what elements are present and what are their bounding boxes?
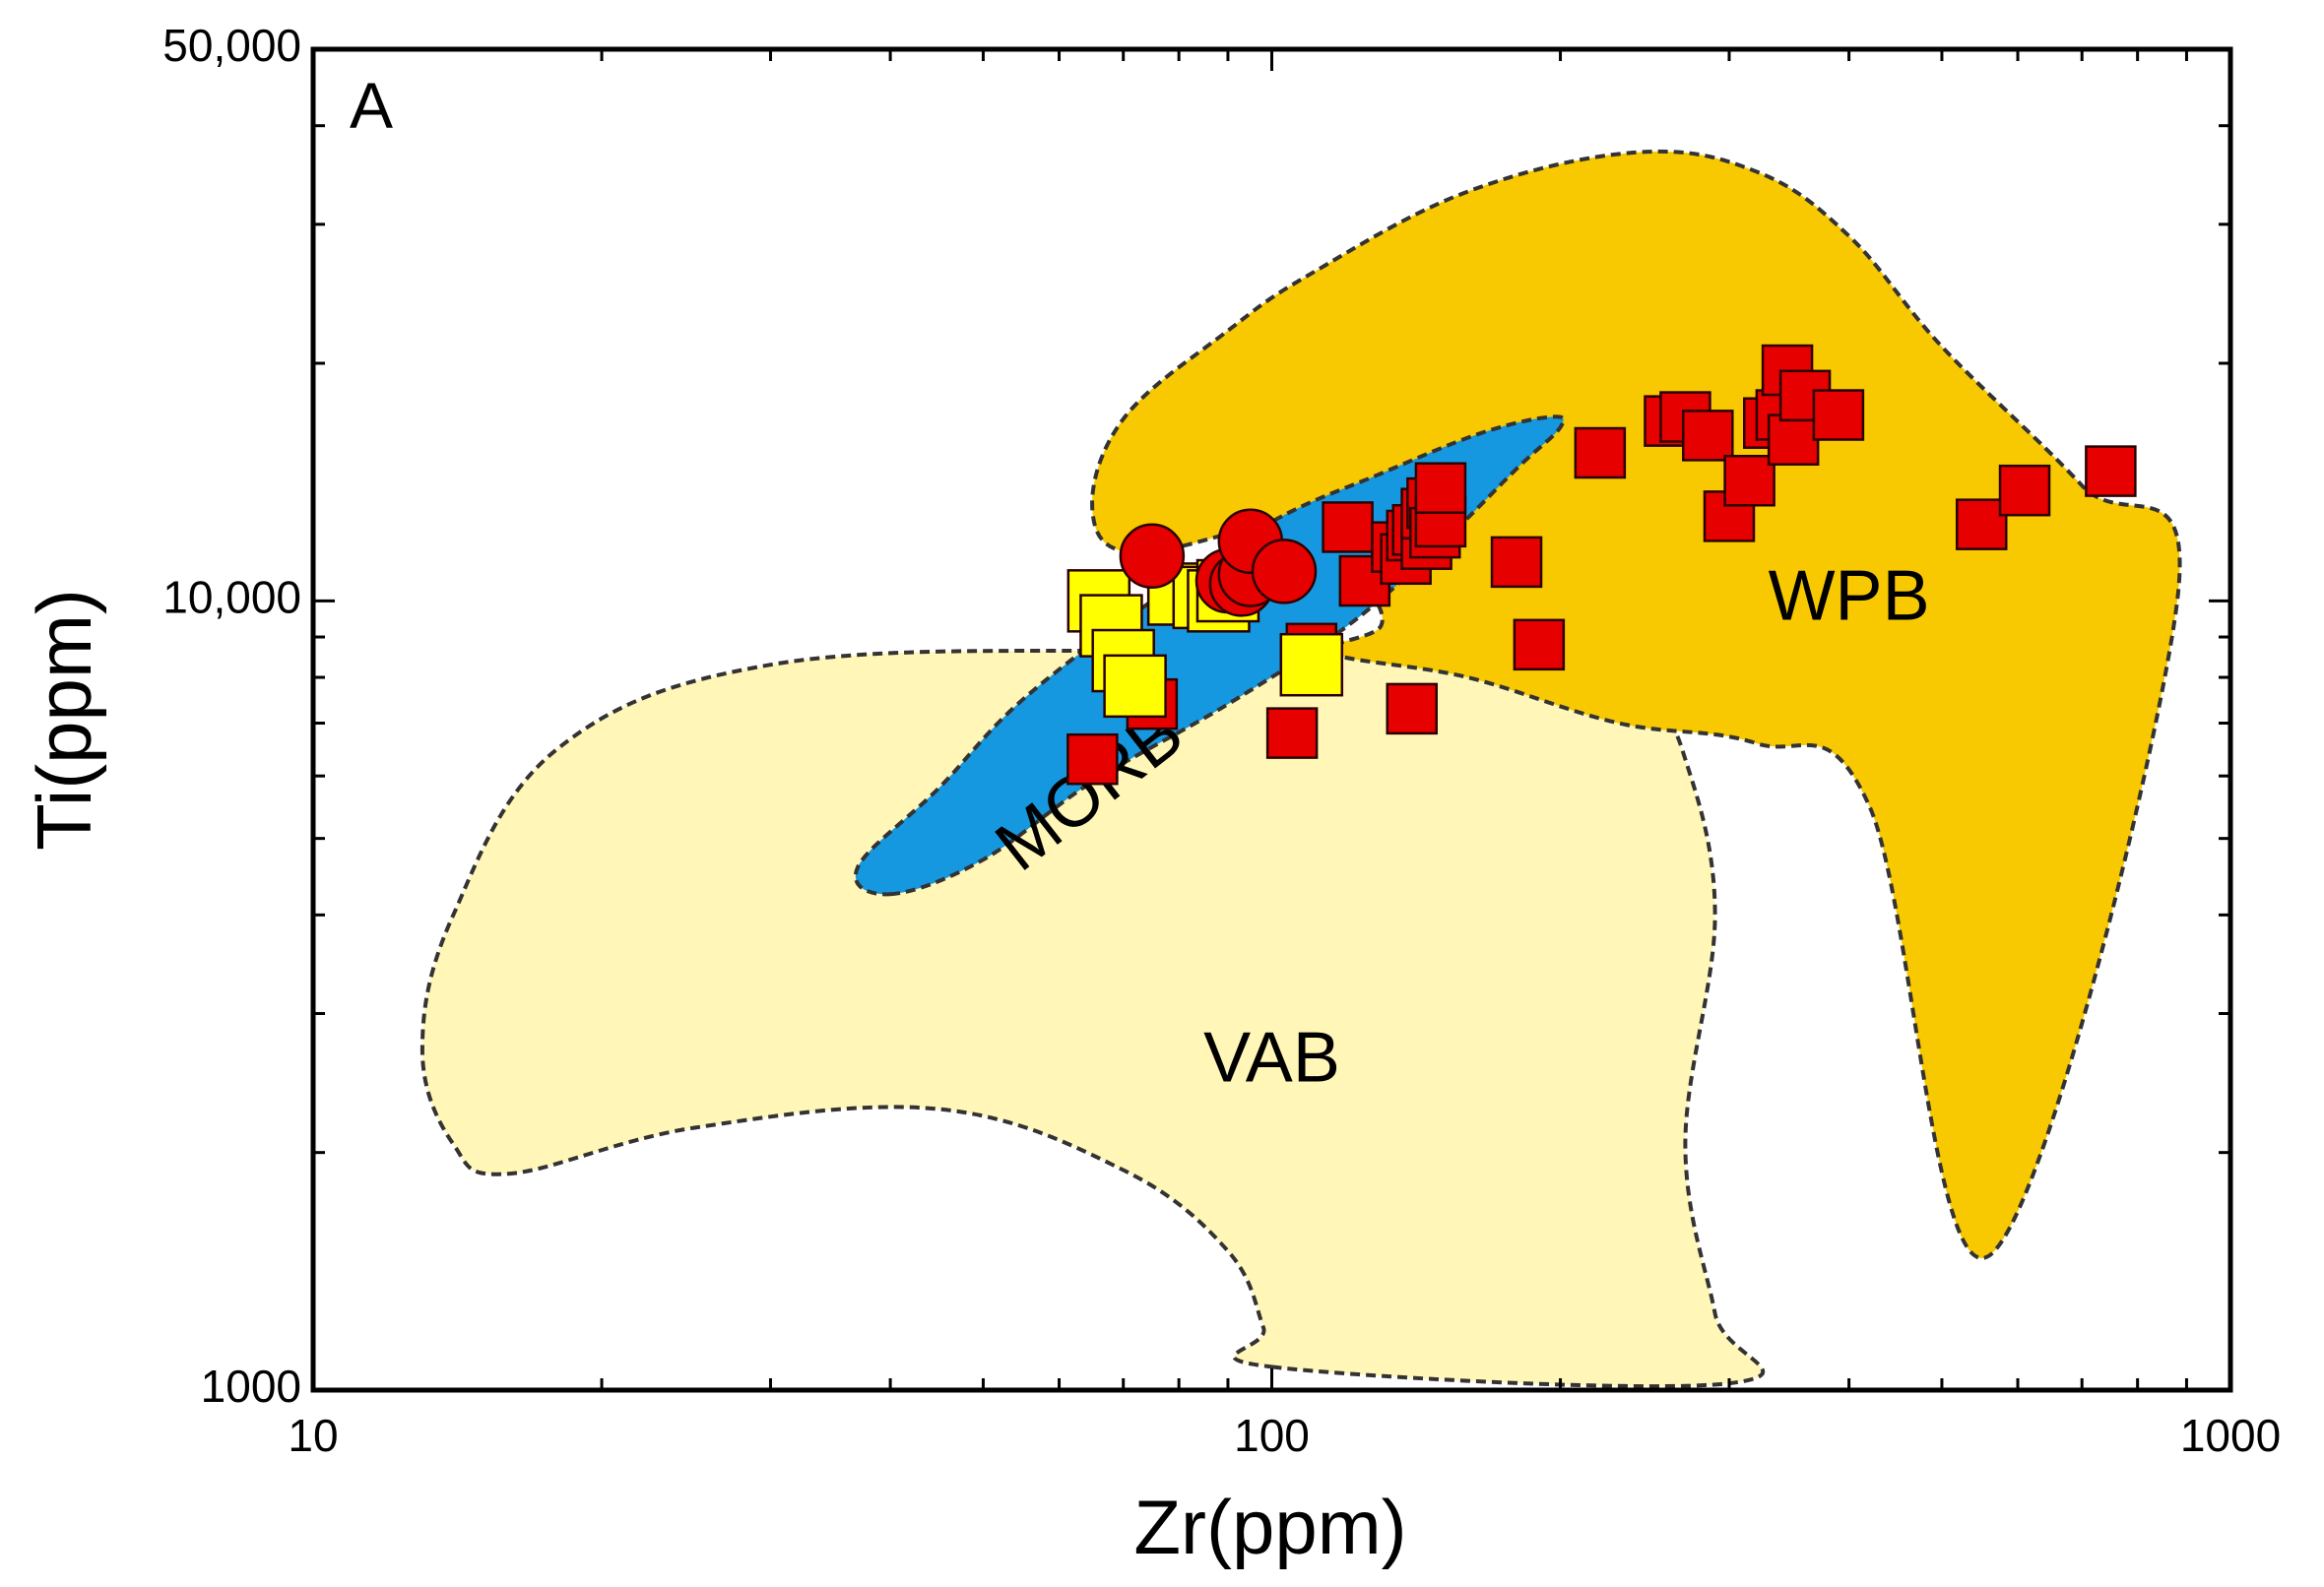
red-square-point <box>1386 682 1439 735</box>
y-tick-label: 50,000 <box>162 20 301 71</box>
red-square-point <box>1322 501 1374 553</box>
red-square-point <box>1682 410 1734 462</box>
x-tick-label: 10 <box>288 1410 338 1461</box>
x-tick-label: 1000 <box>2180 1410 2281 1461</box>
data-points <box>1066 344 2137 786</box>
red-square-point <box>1723 455 1775 507</box>
x-axis-label: Zr(ppm) <box>1133 1484 1406 1570</box>
red-square-point <box>1767 413 1820 466</box>
y-tick-label: 10,000 <box>162 571 301 622</box>
field-vab <box>420 648 1766 1389</box>
red-square-point <box>1265 707 1319 759</box>
panel-label: A <box>350 69 393 142</box>
field-label-wpb: WPB <box>1769 556 1930 635</box>
red-square-point <box>1066 732 1119 786</box>
red-square-point <box>1490 536 1543 589</box>
ticks <box>311 47 2230 1392</box>
red-circle-point <box>1251 539 1318 604</box>
red-square-point <box>1414 462 1467 514</box>
y-tick-label: 1000 <box>201 1361 301 1412</box>
red-square-point <box>1998 464 2051 517</box>
y-axis-label: Ti(ppm) <box>21 589 107 851</box>
red-circle-point <box>1119 523 1186 589</box>
yellow-square-point <box>1279 632 1344 697</box>
red-square-point <box>1812 389 1865 441</box>
red-square-point <box>1513 618 1566 671</box>
field-regions <box>420 149 2182 1389</box>
yellow-square-point <box>1103 654 1167 719</box>
x-tick-label: 100 <box>1234 1410 1310 1461</box>
red-square-point <box>2085 445 2137 497</box>
tick-labels: 10 100 1000 1000 10,000 50,000 <box>162 20 2281 1461</box>
red-square-point <box>1574 426 1627 479</box>
field-label-vab: VAB <box>1203 1018 1340 1097</box>
red-square-point <box>1955 498 2008 550</box>
